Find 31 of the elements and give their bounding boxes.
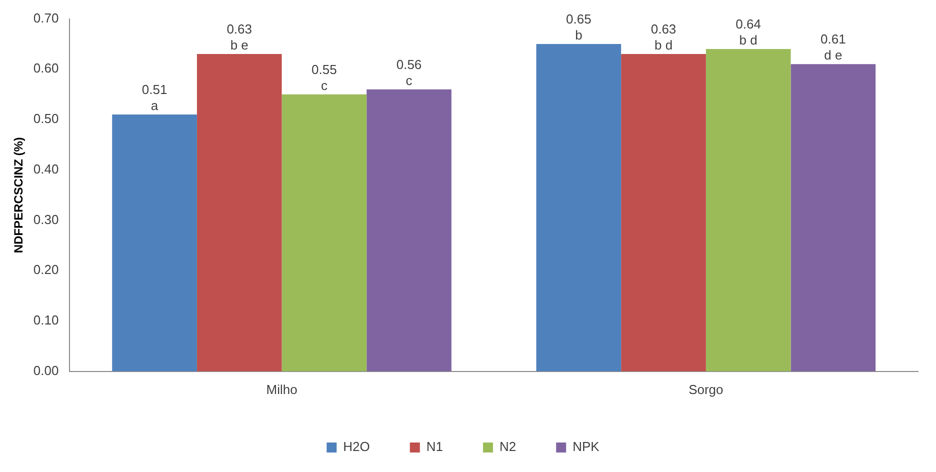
x-tick-label: Milho (266, 382, 298, 397)
y-tick-label: 0.60 (33, 60, 59, 76)
y-tick-label: 0.10 (33, 312, 59, 328)
data-label: 0.63 b e (226, 22, 252, 53)
y-tick-label: 0.20 (33, 262, 59, 278)
bar (621, 54, 706, 372)
legend-label: N2 (500, 439, 516, 454)
bar (282, 94, 367, 372)
data-label: 0.51 a (142, 82, 168, 114)
data-label: 0.65 b (566, 12, 592, 43)
bar (112, 114, 197, 372)
bar (196, 54, 282, 372)
y-tick-label: 0.00 (33, 362, 59, 378)
y-tick-label: 0.30 (33, 212, 59, 227)
data-label: 0.56 c (396, 56, 422, 88)
x-tick-label: Sorgo (688, 382, 724, 397)
data-label: 0.63 b d (650, 22, 676, 53)
bar (366, 89, 452, 372)
legend-label: N1 (426, 439, 444, 454)
data-label: 0.61 d e (820, 32, 846, 63)
bar (536, 44, 622, 372)
data-label: 0.64 b d (736, 16, 761, 48)
y-axis-title: NDFPERCSCINZ (%) (12, 137, 26, 254)
legend-label: H2O (343, 439, 370, 454)
bar (790, 64, 876, 372)
y-tick-label: 0.50 (33, 111, 59, 126)
legend-label: NPK (572, 439, 600, 454)
bar (706, 49, 791, 372)
data-label: 0.55 c (312, 62, 337, 93)
y-tick-label: 0.40 (33, 161, 59, 176)
y-tick-label: 0.70 (33, 10, 59, 26)
